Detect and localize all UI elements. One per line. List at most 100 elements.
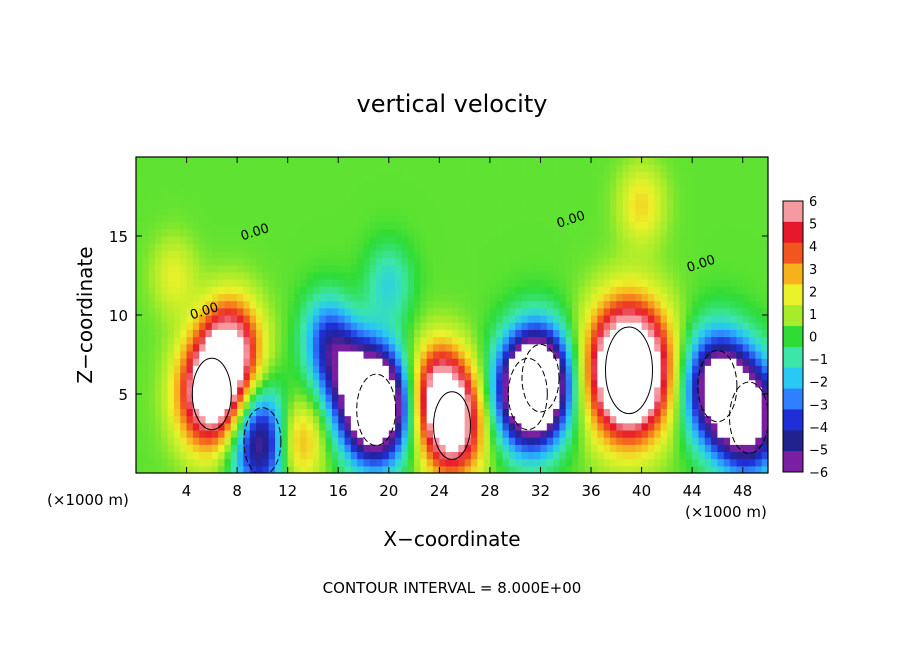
heatmap-cell xyxy=(433,185,440,194)
heatmap-cell xyxy=(173,279,181,287)
heatmap-cell xyxy=(199,401,207,409)
heatmap-cell xyxy=(622,271,630,280)
heatmap-cell xyxy=(445,214,453,223)
heatmap-cell xyxy=(325,250,333,259)
heatmap-cell xyxy=(610,264,617,273)
heatmap-cell xyxy=(502,171,510,180)
heatmap-cell xyxy=(477,372,485,381)
heatmap-cell xyxy=(136,437,143,445)
heatmap-cell xyxy=(395,458,403,467)
heatmap-cell xyxy=(256,465,263,473)
heatmap-cell xyxy=(496,322,504,330)
heatmap-cell xyxy=(363,257,371,266)
heatmap-cell xyxy=(761,178,768,187)
heatmap-cell xyxy=(224,315,232,323)
heatmap-cell xyxy=(154,394,162,402)
heatmap-cell xyxy=(647,343,655,352)
heatmap-cell xyxy=(553,343,561,352)
heatmap-cell xyxy=(369,336,377,345)
heatmap-cell xyxy=(224,307,232,316)
heatmap-cell xyxy=(584,271,592,280)
heatmap-cell xyxy=(711,437,719,445)
heatmap-cell xyxy=(692,329,700,338)
heatmap-cell xyxy=(382,444,390,453)
heatmap-cell xyxy=(597,358,605,366)
heatmap-cell xyxy=(382,178,390,187)
heatmap-cell xyxy=(173,192,181,201)
heatmap-cell xyxy=(249,200,257,208)
heatmap-cell xyxy=(382,329,390,338)
heatmap-cell xyxy=(154,329,162,338)
heatmap-cell xyxy=(306,437,314,445)
heatmap-cell xyxy=(142,250,150,259)
heatmap-cell xyxy=(218,429,226,438)
heatmap-cell xyxy=(553,243,561,251)
heatmap-cell xyxy=(205,422,213,431)
heatmap-cell xyxy=(540,358,548,366)
heatmap-cell xyxy=(654,379,662,388)
heatmap-cell xyxy=(275,350,282,359)
heatmap-cell xyxy=(363,329,371,338)
heatmap-cell xyxy=(616,315,624,323)
heatmap-cell xyxy=(515,221,523,230)
heatmap-cell xyxy=(161,214,169,223)
heatmap-cell xyxy=(673,336,681,345)
heatmap-cell xyxy=(294,365,301,374)
heatmap-cell xyxy=(711,279,719,287)
heatmap-cell xyxy=(508,386,516,395)
heatmap-cell xyxy=(698,394,706,402)
heatmap-cell xyxy=(730,465,737,473)
heatmap-cell xyxy=(401,286,409,295)
heatmap-cell xyxy=(660,286,668,295)
heatmap-cell xyxy=(218,293,226,302)
heatmap-cell xyxy=(445,300,453,309)
heatmap-cell xyxy=(546,358,554,366)
heatmap-cell xyxy=(534,465,542,473)
heatmap-cell xyxy=(584,322,592,330)
heatmap-cell xyxy=(742,343,750,352)
heatmap-cell xyxy=(262,322,270,330)
heatmap-cell xyxy=(666,228,674,237)
heatmap-cell xyxy=(211,178,219,187)
heatmap-cell xyxy=(148,171,156,180)
heatmap-cell xyxy=(439,322,447,330)
heatmap-cell xyxy=(660,171,668,180)
heatmap-cell xyxy=(445,386,453,395)
heatmap-cell xyxy=(369,437,377,445)
heatmap-cell xyxy=(173,415,181,424)
heatmap-cell xyxy=(357,279,365,287)
heatmap-cell xyxy=(306,394,314,402)
heatmap-cell xyxy=(199,178,207,187)
heatmap-cell xyxy=(256,451,263,460)
heatmap-cell xyxy=(654,365,662,374)
heatmap-cell xyxy=(477,164,485,172)
heatmap-cell xyxy=(281,207,289,216)
heatmap-cell xyxy=(641,307,649,316)
heatmap-cell xyxy=(654,293,662,302)
heatmap-cell xyxy=(496,429,504,438)
heatmap-cell xyxy=(515,322,523,330)
heatmap-cell xyxy=(610,243,617,251)
heatmap-cell xyxy=(546,178,554,187)
heatmap-cell xyxy=(452,379,459,388)
heatmap-cell xyxy=(180,192,188,201)
heatmap-cell xyxy=(749,343,756,352)
heatmap-cell xyxy=(521,178,529,187)
heatmap-cell xyxy=(287,451,295,460)
heatmap-cell xyxy=(376,401,384,409)
heatmap-cell xyxy=(237,336,245,345)
heatmap-cell xyxy=(287,408,295,417)
heatmap-cell xyxy=(559,465,567,473)
heatmap-cell xyxy=(192,336,200,345)
heatmap-cell xyxy=(325,415,333,424)
heatmap-cell xyxy=(136,293,143,302)
heatmap-cell xyxy=(534,379,542,388)
heatmap-cell xyxy=(350,465,358,473)
heatmap-cell xyxy=(647,465,655,473)
heatmap-cell xyxy=(180,286,188,295)
heatmap-cell xyxy=(167,228,175,237)
heatmap-cell xyxy=(540,250,548,259)
heatmap-cell xyxy=(211,386,219,395)
heatmap-cell xyxy=(591,307,598,316)
heatmap-cell xyxy=(275,315,282,323)
